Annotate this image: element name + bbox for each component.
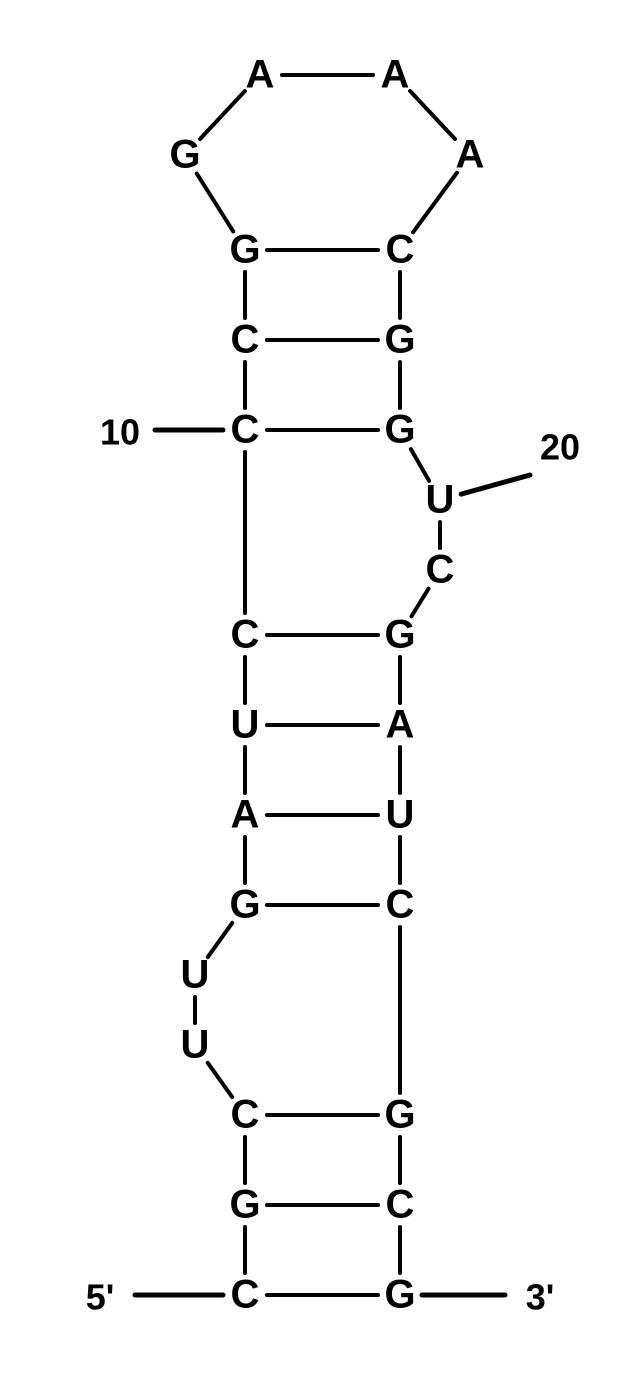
nucleotide-1: C bbox=[231, 1273, 260, 1317]
nucleotide-23: A bbox=[386, 703, 415, 747]
nucleotide-9: C bbox=[231, 613, 260, 657]
nucleotide-15: A bbox=[381, 53, 410, 97]
annotation-text: 20 bbox=[540, 427, 580, 468]
nucleotide-10: C bbox=[231, 408, 260, 452]
nucleotide-7: A bbox=[231, 793, 260, 837]
nucleotide-3: C bbox=[231, 1093, 260, 1137]
annotation-leader bbox=[461, 475, 530, 494]
nucleotide-14: A bbox=[246, 53, 275, 97]
backbone-bond bbox=[208, 1063, 232, 1097]
annotation-text: 10 bbox=[100, 412, 140, 453]
annotation-text: 3' bbox=[526, 1277, 555, 1318]
nucleotide-6: G bbox=[229, 883, 260, 927]
backbone-bond bbox=[208, 923, 232, 957]
nucleotide-11: C bbox=[231, 318, 260, 362]
backbone-bond bbox=[410, 91, 455, 139]
nucleotide-16: A bbox=[456, 133, 485, 177]
nucleotide-19: G bbox=[384, 408, 415, 452]
nucleotide-21: C bbox=[426, 548, 455, 592]
nucleotide-27: C bbox=[386, 1183, 415, 1227]
nucleotide-17: C bbox=[386, 228, 415, 272]
nucleotide-28: G bbox=[384, 1273, 415, 1317]
nucleotide-8: U bbox=[231, 703, 260, 747]
nucleotide-26: G bbox=[384, 1093, 415, 1137]
nucleotide-24: U bbox=[386, 793, 415, 837]
nucleotide-18: G bbox=[384, 318, 415, 362]
backbone-bond bbox=[197, 174, 234, 232]
nucleotide-12: G bbox=[229, 228, 260, 272]
nucleotide-20: U bbox=[426, 478, 455, 522]
nucleotide-25: C bbox=[386, 883, 415, 927]
backbone-bond bbox=[200, 91, 245, 139]
nucleotide-2: G bbox=[229, 1183, 260, 1227]
nucleotide-5: U bbox=[181, 953, 210, 997]
backbone-bond bbox=[411, 449, 429, 481]
nucleotide-13: G bbox=[169, 133, 200, 177]
nucleotide-4: U bbox=[181, 1023, 210, 1067]
annotation-text: 5' bbox=[86, 1277, 115, 1318]
nucleotide-22: G bbox=[384, 613, 415, 657]
backbone-bond bbox=[413, 173, 457, 233]
